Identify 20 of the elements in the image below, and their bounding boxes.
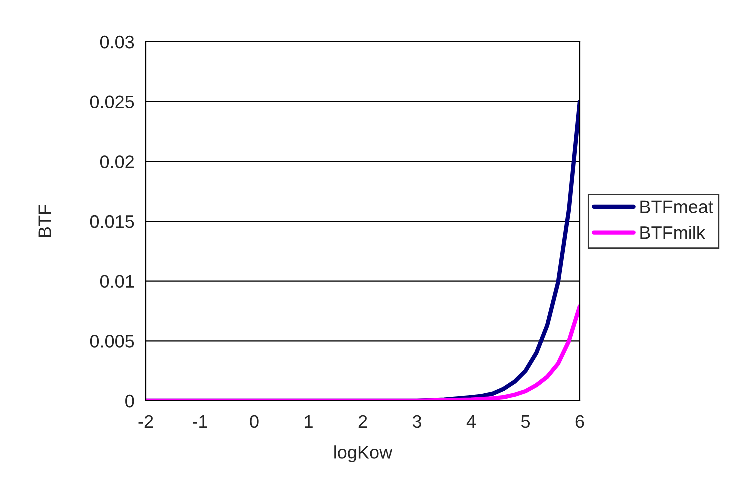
y-axis-title: BTF (38, 205, 52, 238)
y-tick-label: 0.025 (90, 96, 134, 109)
x-tick-label: -2 (138, 415, 154, 428)
x-tick-label: 2 (358, 415, 368, 428)
x-tick-label: 5 (521, 416, 530, 428)
x-tick-label: -1 (193, 416, 208, 428)
legend-label: BTFmilk (640, 226, 706, 240)
x-tick-label: 6 (576, 415, 584, 428)
x-tick-label: 1 (305, 416, 313, 428)
y-tick-label: 0.01 (100, 275, 134, 288)
y-tick-label: 0.005 (90, 335, 134, 348)
x-axis-title: logKow (334, 446, 393, 462)
x-tick-label: 0 (250, 415, 259, 428)
y-tick-label: 0.02 (100, 156, 134, 168)
x-tick-label: 3 (412, 415, 422, 428)
legend-label: BTFmeat (640, 200, 714, 214)
y-tick-label: 0.015 (90, 215, 134, 228)
x-tick-label: 4 (466, 416, 476, 428)
y-tick-label: 0.03 (100, 36, 134, 49)
y-tick-label: 0 (126, 394, 134, 408)
